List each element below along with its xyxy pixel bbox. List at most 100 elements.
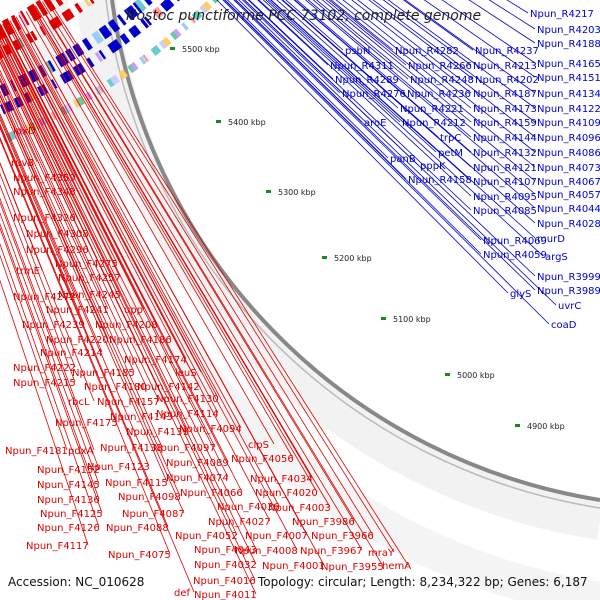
tick-label: 5300 kbp	[278, 188, 316, 197]
feature-block	[109, 18, 121, 31]
leader-line	[15, 16, 242, 429]
leader-line	[31, 7, 318, 493]
feature-block	[84, 37, 93, 50]
accession-label: Accession: NC_010628	[8, 575, 145, 589]
gene-label: Npun_F4215	[13, 378, 76, 389]
gene-label: Npun_F3966	[311, 531, 374, 542]
leader-line	[0, 126, 195, 593]
leader-line	[0, 77, 135, 373]
gene-label: Npun_F4130	[156, 394, 219, 405]
gene-label: Npun_F4115	[105, 478, 168, 489]
feature-block	[202, 1, 213, 11]
feature-block	[72, 64, 83, 77]
leader-line	[13, 18, 219, 399]
leader-line	[0, 279, 89, 546]
feature-block	[52, 15, 63, 28]
gene-label: Npun_R4212	[402, 118, 466, 129]
tick-label: 5400 kbp	[228, 118, 266, 127]
leader-line	[9, 20, 219, 414]
leader-line	[0, 61, 160, 402]
feature-block	[150, 45, 162, 56]
feature-block	[123, 9, 134, 21]
gene-label: Npun_R4173	[473, 104, 537, 115]
leader-line	[335, 0, 472, 109]
leader-line	[285, 0, 344, 51]
feature-block	[199, 3, 210, 14]
gene-label: Npun_F4214	[40, 348, 103, 359]
gene-label: aroE	[364, 118, 386, 129]
leader-line	[258, 0, 472, 197]
tick-mark	[381, 317, 386, 320]
leader-line	[0, 69, 147, 387]
leader-line	[294, 0, 472, 153]
gene-label: hemA	[382, 561, 411, 572]
gene-label: Npun_R4144	[473, 133, 537, 144]
feature-block	[140, 18, 150, 29]
gene-label: Npun_R4213	[473, 61, 537, 72]
gene-label: mraY	[368, 548, 395, 559]
gene-label: argS	[545, 252, 568, 263]
feature-block	[110, 39, 122, 51]
leader-line	[0, 115, 150, 467]
leader-line	[372, 0, 536, 123]
leader-line	[0, 254, 68, 451]
gene-label: Npun_F4136	[37, 495, 100, 506]
gene-label: Npun_R4248	[410, 75, 474, 86]
feature-block	[128, 27, 139, 38]
gene-label: Npun_F4175	[55, 418, 118, 429]
gene-label: trmE	[16, 266, 40, 277]
gene-label: Npun_R4187	[473, 89, 537, 100]
gene-label: Npun_F4296	[26, 245, 89, 256]
gene-label: Npun_F4007	[245, 531, 308, 542]
gene-label: Npun_F4032	[194, 560, 257, 571]
leader-line	[0, 95, 185, 514]
feature-block	[89, 0, 95, 5]
gene-label: Npun_F4186	[109, 335, 172, 346]
gene-label: Npun_F3986	[292, 517, 355, 528]
tick-label: 5100 kbp	[393, 315, 431, 324]
gene-label: Npun_F4157	[97, 397, 160, 408]
leader-line	[0, 25, 145, 310]
feature-block	[160, 0, 172, 12]
leader-line	[281, 0, 536, 224]
feature-block	[134, 0, 147, 12]
leader-line	[296, 0, 406, 94]
gene-label: Npun_F4020	[255, 488, 318, 499]
feature-block	[30, 30, 38, 41]
backbone-arc	[110, 0, 600, 502]
feature-block	[173, 28, 182, 38]
gene-label: Npun_R4236	[407, 89, 471, 100]
tick-label: 4900 kbp	[527, 422, 565, 431]
gene-label: Npun_F4208	[95, 320, 158, 331]
gene-label: Npun_R4057	[537, 190, 600, 201]
leader-line	[305, 0, 536, 195]
gene-label: Npun_F4326	[13, 213, 76, 224]
leader-line	[247, 0, 472, 211]
gene-label: coaD	[551, 320, 577, 331]
gene-label: psbN	[345, 46, 370, 57]
leader-line	[265, 0, 401, 123]
leader-line	[7, 21, 187, 360]
leader-line	[0, 226, 103, 514]
leader-line	[262, 0, 544, 257]
gene-label: Npun_R4073	[537, 163, 600, 174]
feature-block	[139, 56, 147, 65]
gene-label: pppK	[420, 161, 446, 172]
leader-line	[325, 0, 407, 66]
feature-block	[116, 14, 127, 26]
leader-line	[0, 93, 109, 340]
feature-block	[47, 60, 56, 72]
feature-block	[94, 51, 104, 63]
gene-label: Npun_R4095	[473, 192, 537, 203]
gene-label: glyS	[510, 289, 531, 300]
leader-line	[18, 15, 325, 566]
gene-label: Npun_F4027	[208, 517, 271, 528]
feature-block	[61, 10, 72, 22]
tick-mark	[515, 424, 520, 427]
gene-label: Npun_R4096	[537, 133, 600, 144]
leader-line	[402, 0, 474, 51]
feature-block	[143, 16, 153, 26]
leader-line	[0, 37, 76, 192]
gene-label: Npun_R4122	[537, 104, 600, 115]
